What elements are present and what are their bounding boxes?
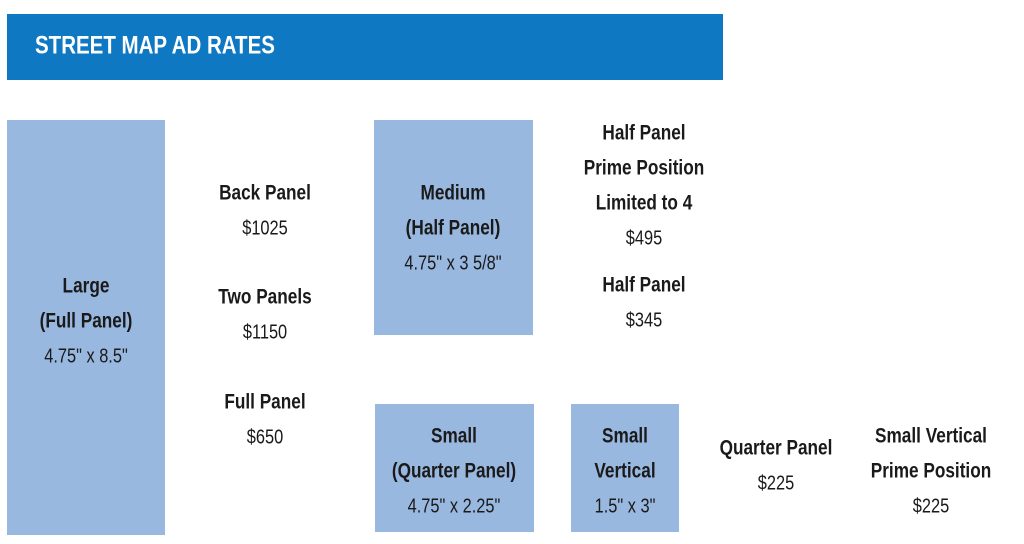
price: $650 <box>247 425 283 448</box>
rate-name: Prime Position <box>584 157 704 180</box>
small-vertical-box <box>571 404 679 532</box>
panel-name: (Quarter Panel) <box>392 460 516 483</box>
panel-name: Large <box>63 275 110 298</box>
price: $495 <box>626 226 662 249</box>
header-title: STREET MAP AD RATES <box>35 31 275 59</box>
dimensions: 4.75" x 2.25" <box>408 494 501 517</box>
price: $225 <box>913 494 949 517</box>
panel-name: Vertical <box>594 460 655 483</box>
dimensions: 1.5" x 3" <box>595 494 656 517</box>
price: $225 <box>758 471 794 494</box>
dimensions: 4.75" x 3 5/8" <box>404 251 501 274</box>
price: $1025 <box>242 216 288 239</box>
rate-name: Limited to 4 <box>596 192 693 215</box>
rate-name: Full Panel <box>224 391 305 414</box>
price: $345 <box>626 308 662 331</box>
medium-panel-box <box>374 120 533 335</box>
rate-name: Small Vertical <box>875 425 987 448</box>
large-panel-box <box>7 120 165 535</box>
rate-name: Two Panels <box>218 286 311 309</box>
panel-name: Medium <box>420 182 485 205</box>
price: $1150 <box>243 320 287 343</box>
small-panel-box <box>375 404 534 532</box>
rate-name: Back Panel <box>219 182 311 205</box>
dimensions: 4.75" x 8.5" <box>44 344 128 367</box>
panel-name: Small <box>602 425 648 448</box>
panel-name: (Half Panel) <box>406 217 501 240</box>
header-bar <box>7 14 723 80</box>
rate-name: Half Panel <box>602 274 685 297</box>
rate-name: Quarter Panel <box>720 437 833 460</box>
rate-name: Half Panel <box>602 122 685 145</box>
panel-name: Small <box>431 425 477 448</box>
rate-name: Prime Position <box>871 460 991 483</box>
panel-name: (Full Panel) <box>40 310 133 333</box>
